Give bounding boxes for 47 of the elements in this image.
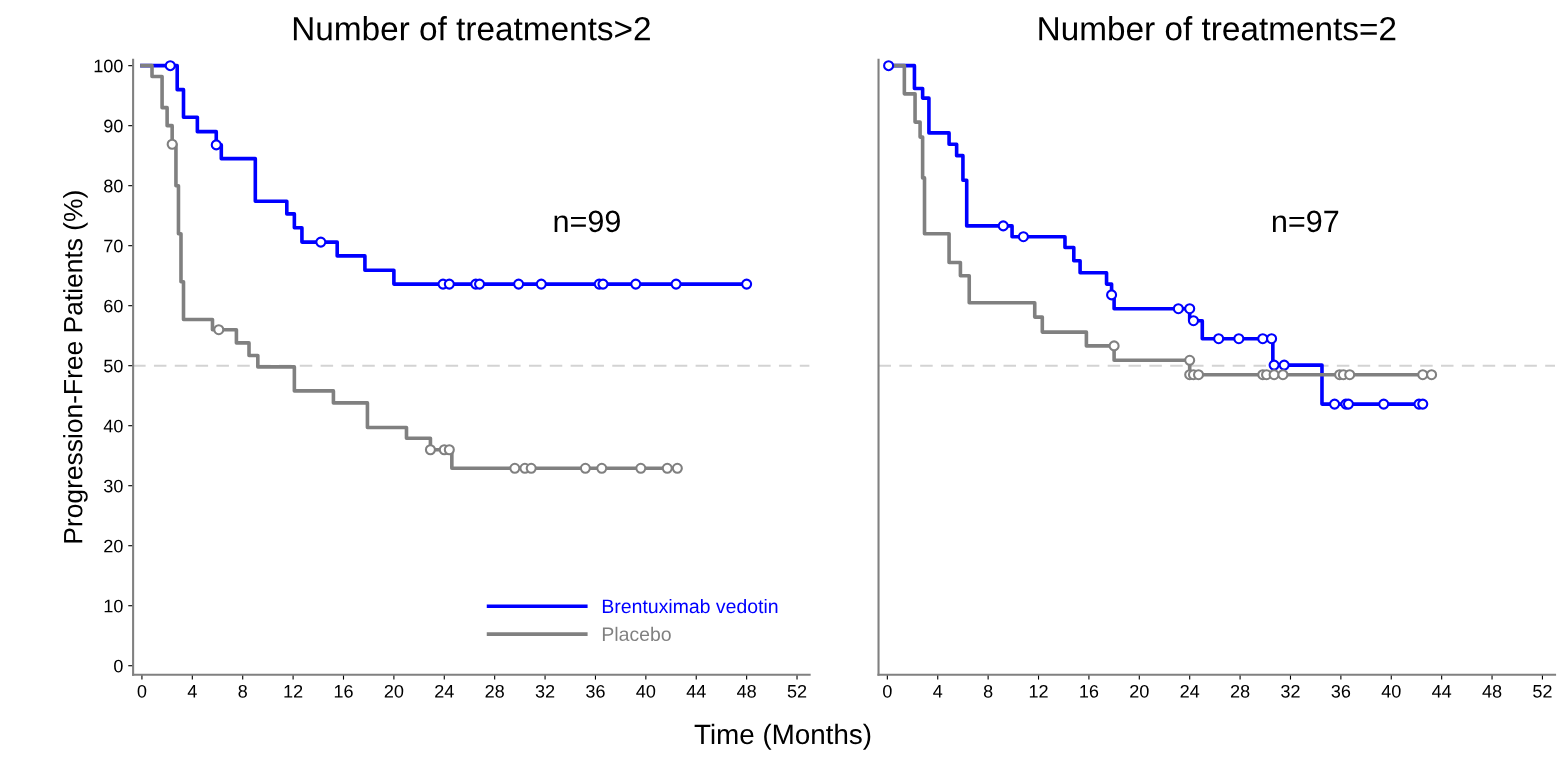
x-tick-label: 20 [384, 684, 404, 698]
x-tick-label: 32 [1281, 684, 1300, 698]
x-tick-label: 24 [435, 684, 454, 698]
x-tick-label: 28 [485, 684, 504, 698]
x-tick-label: 12 [284, 684, 303, 698]
y-tick-label: 20 [104, 539, 123, 553]
x-tick-label: 52 [787, 684, 807, 698]
x-tick-label: 44 [686, 685, 706, 698]
x-tick-label: 32 [535, 684, 555, 698]
y-tick-label: 60 [104, 299, 123, 313]
chart-title: Number of treatments>2 [293, 16, 650, 41]
x-tick-label: 52 [1533, 684, 1552, 698]
x-tick-label: 36 [1331, 684, 1351, 698]
y-tick-label: 50 [104, 359, 123, 373]
y-tick-label: 100 [94, 59, 123, 73]
x-tick-label: 0 [883, 684, 892, 698]
x-tick-label: 40 [636, 684, 656, 698]
x-tick-label: 48 [1482, 684, 1502, 698]
x-tick-label: 12 [1029, 684, 1048, 698]
y-tick-label: 0 [114, 659, 123, 673]
x-tick-label: 0 [137, 684, 147, 698]
y-tick-label: 30 [103, 479, 123, 493]
x-tick-label: 16 [1080, 684, 1099, 698]
text: Placebo [602, 626, 671, 642]
x-tick-label: 4 [187, 685, 197, 698]
y-axis-title: Progression-Free Patients (%) [63, 191, 88, 543]
x-tick-label: 20 [1130, 684, 1149, 698]
x-tick-label: 28 [1230, 684, 1250, 698]
x-tick-label: 16 [334, 684, 353, 698]
x-tick-label: 40 [1381, 684, 1401, 698]
text: Brentuximab vedotin [602, 598, 778, 614]
x-tick-label: 44 [1432, 685, 1452, 698]
y-tick-label: 40 [103, 419, 123, 433]
annotation: n=97 [1272, 210, 1339, 233]
x-tick-label: 36 [586, 684, 605, 698]
x-tick-label: 24 [1180, 684, 1200, 698]
y-tick-label: 90 [104, 119, 123, 133]
x-tick-label: 8 [983, 684, 993, 698]
chart-title: Number of treatments=2 [1039, 16, 1396, 41]
annotation: n=99 [554, 210, 620, 233]
x-tick-label: 48 [737, 684, 756, 698]
x-tick-label: 4 [933, 685, 943, 698]
y-tick-label: 10 [104, 599, 123, 613]
x-tick-label: 8 [238, 684, 247, 698]
y-tick-label: 80 [104, 179, 123, 193]
y-tick-label: 70 [104, 239, 123, 253]
x-axis-title: Time (Months) [694, 723, 871, 750]
